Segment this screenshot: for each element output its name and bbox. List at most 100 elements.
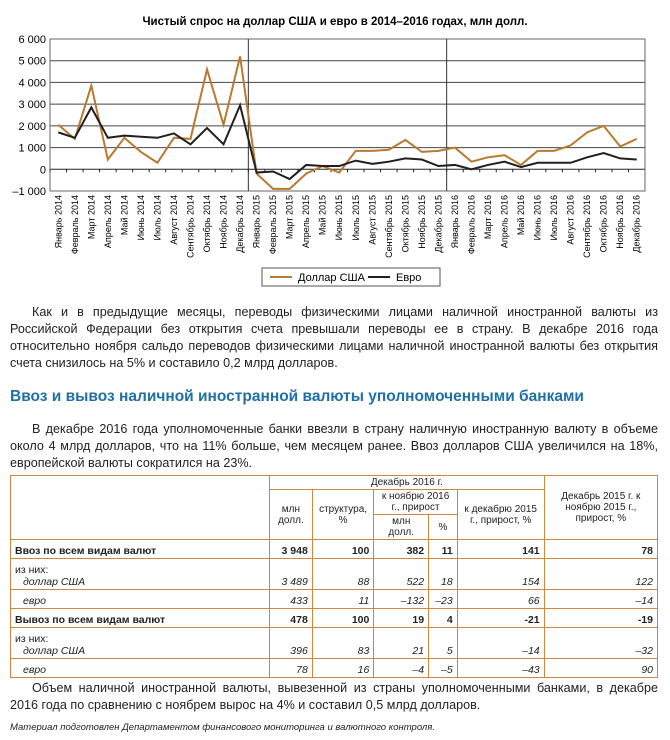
cell-value: 11 (311, 589, 375, 609)
plot-frame (49, 38, 646, 192)
header-dec2016: Декабрь 2016 г. (269, 475, 545, 490)
cell-value: 3 948 (269, 539, 313, 559)
x-tick-label: Январь 2015 (252, 195, 262, 248)
x-tick-label: Август 2014 (169, 195, 179, 245)
table-row: Вывоз по всем видам валют 478 100 19 4 -21 -19 (10, 608, 659, 628)
y-tick-label: 4 000 (18, 77, 46, 89)
cell-value: –14 (543, 589, 659, 609)
y-tick-label: 0 (40, 164, 46, 176)
section-heading: Ввоз и вывоз наличной иностранной валюты… (10, 388, 584, 405)
cell-value: 83 (311, 627, 375, 659)
x-tick-label: Август 2016 (566, 195, 576, 245)
header-nov: к ноябрю 2016 г., прирост (373, 489, 458, 515)
cell-value: –32 (543, 627, 659, 659)
header-pct: % (428, 514, 458, 540)
cell-value: 382 (373, 539, 430, 559)
cell-value: 122 (543, 558, 659, 590)
cell-value: 88 (311, 558, 375, 590)
x-tick-label: Май 2015 (318, 195, 328, 235)
x-tick-label: Декабрь 2014 (235, 195, 245, 253)
row-prefix: из них: (15, 633, 49, 645)
row-label: евро (10, 658, 270, 678)
x-tick-label: Апрель 2015 (301, 195, 311, 248)
x-tick-label: Апрель 2014 (103, 195, 113, 248)
row-name: Ввоз по всем видам валют (15, 545, 157, 557)
row-name: евро (23, 595, 46, 607)
legend-label: Евро (396, 272, 421, 284)
x-tick-label: Ноябрь 2015 (417, 195, 427, 249)
cell-value: 78 (543, 539, 659, 559)
cell-value: 100 (311, 539, 375, 559)
legend-label: Доллар США (298, 272, 366, 284)
cell-value: -19 (543, 608, 659, 628)
cell-value: 90 (543, 658, 659, 678)
cell-value: –23 (428, 589, 458, 609)
x-tick-label: Октябрь 2014 (202, 195, 212, 252)
x-tick-label: Апрель 2016 (500, 195, 510, 248)
x-tick-label: Ноябрь 2016 (615, 195, 625, 249)
footer-note: Материал подготовлен Департаментом финан… (10, 722, 435, 733)
x-tick-label: Май 2014 (119, 195, 129, 235)
table-row: евро 433 11 –132 –23 66 –14 (10, 589, 659, 609)
series-line-euro (57, 102, 637, 181)
currency-table: Декабрь 2016 г. Декабрь 2015 г. к ноябрю… (10, 475, 659, 678)
cell-value: 154 (456, 558, 545, 590)
cell-value: 522 (373, 558, 430, 590)
cell-value: 478 (269, 608, 313, 628)
cell-value: –5 (428, 658, 458, 678)
x-tick-label: Июнь 2014 (136, 195, 146, 240)
paragraph-transfers: Как и в предыдущие месяцы, переводы физи… (10, 305, 658, 370)
row-prefix: из них: (15, 564, 49, 576)
x-tick-label: Июнь 2015 (334, 195, 344, 240)
row-label: из них: доллар США (10, 627, 270, 659)
y-tick-label: 5 000 (18, 56, 46, 68)
cell-value: 4 (428, 608, 458, 628)
header-mln: млн долл. (269, 489, 313, 540)
cell-value: –43 (456, 658, 545, 678)
row-label: евро (10, 589, 270, 609)
y-tick-label: –1 000 (12, 186, 46, 198)
row-name: доллар США (23, 645, 86, 657)
cell-value: 5 (428, 627, 458, 659)
table-row: из них: доллар США 3 489 88 522 18 154 122 (10, 558, 659, 590)
table-row: из них: доллар США 396 83 21 5 –14 –32 (10, 627, 659, 659)
x-tick-label: Май 2016 (516, 195, 526, 235)
x-tick-label: Январь 2016 (450, 195, 460, 248)
header-dec: к декабрю 2015 г., прирост, % (456, 489, 545, 540)
x-tick-label: Февраль 2016 (466, 195, 476, 254)
row-label: Вывоз по всем видам валют (10, 608, 270, 628)
x-tick-label: Июль 2015 (351, 195, 361, 240)
x-tick-label: Март 2015 (285, 195, 295, 239)
header-empty (10, 475, 270, 540)
series-line-usd (57, 56, 638, 190)
cell-value: –132 (373, 589, 430, 609)
x-tick-label: Февраль 2014 (70, 195, 80, 254)
cell-value: 78 (269, 658, 313, 678)
cell-value: -21 (456, 608, 545, 628)
cell-value: 21 (373, 627, 430, 659)
x-tick-label: Октябрь 2015 (400, 195, 410, 252)
cell-value: 18 (428, 558, 458, 590)
cell-value: 3 489 (269, 558, 313, 590)
x-tick-label: Март 2016 (483, 195, 493, 239)
x-tick-label: Октябрь 2016 (599, 195, 609, 252)
cell-value: 16 (311, 658, 375, 678)
x-tick-label: Июнь 2016 (533, 195, 543, 240)
x-tick-label: Сентябрь 2014 (185, 195, 195, 258)
x-tick-label: Август 2015 (367, 195, 377, 245)
x-tick-label: Июль 2016 (549, 195, 559, 240)
x-tick-label: Март 2014 (86, 195, 96, 239)
cell-value: 396 (269, 627, 313, 659)
y-tick-label: 1 000 (18, 143, 46, 155)
cell-value: 433 (269, 589, 313, 609)
row-name: доллар США (23, 576, 86, 588)
cell-value: –14 (456, 627, 545, 659)
net-demand-chart: Чистый спрос на доллар США и евро в 2014… (12, 16, 646, 287)
y-tick-label: 3 000 (18, 99, 46, 111)
header-dec2015: Декабрь 2015 г. к ноябрю 2015 г., прирос… (543, 475, 659, 540)
x-tick-label: Февраль 2015 (268, 195, 278, 254)
row-name: Вывоз по всем видам валют (15, 614, 166, 626)
table-row: евро 78 16 –4 –5 –43 90 (10, 658, 659, 678)
cell-value: 11 (428, 539, 458, 559)
